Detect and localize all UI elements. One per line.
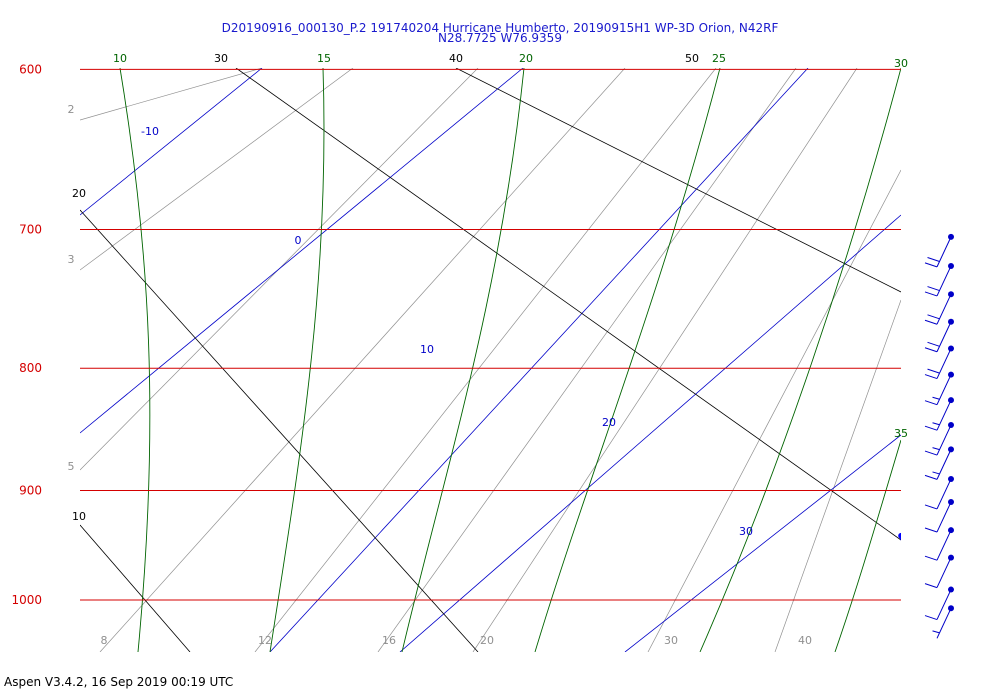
mixing-ratio-label: 40	[798, 634, 812, 647]
isotherm-label: 30	[214, 52, 228, 65]
mixing-ratio-label: 20	[480, 634, 494, 647]
wind-barb	[924, 422, 954, 456]
wind-barb	[924, 233, 954, 268]
isotherm-line	[455, 68, 901, 293]
wind-barb	[924, 499, 954, 533]
moist-adiabat-label: 10	[113, 52, 127, 65]
dewpoint-point	[921, 524, 927, 530]
dewpoint-trace	[898, 494, 996, 612]
moist-adiabat-label: 15	[317, 52, 331, 65]
dewpoint-point	[898, 532, 901, 539]
dewpoint-point	[979, 592, 985, 598]
pressure-label: 1000	[11, 593, 42, 607]
dewpoint-point	[960, 585, 966, 591]
wind-barb	[924, 318, 954, 353]
dry-adiabat-label: 10	[420, 343, 434, 356]
isotherm-line	[235, 68, 901, 541]
dewpoint-point	[986, 494, 992, 500]
mixing-ratio-line	[80, 68, 263, 121]
wind-barb	[924, 397, 954, 431]
mixing-ratio-line	[377, 68, 797, 652]
dewpoint-point	[932, 576, 938, 582]
pressure-label: 600	[19, 62, 42, 76]
mixing-ratio-line	[647, 169, 901, 652]
mixing-ratio-label: 8	[101, 634, 108, 647]
mixing-ratio-line	[774, 299, 901, 652]
isotherm-label: 50	[685, 52, 699, 65]
mixing-ratio-label: 2	[68, 103, 75, 116]
mixing-ratio-label: 30	[664, 634, 678, 647]
mixing-ratio-label: 16	[382, 634, 396, 647]
dry-adiabat-line	[80, 68, 263, 216]
dry-adiabats	[80, 68, 901, 652]
mixing-ratio-label: 3	[68, 253, 75, 266]
pressure-label: 900	[19, 484, 42, 498]
moist-adiabat-label: 35	[894, 427, 908, 440]
dewpoint-point	[906, 546, 912, 552]
chart-title: D20190916_000130_P.2 191740204 Hurricane…	[221, 21, 779, 35]
wind-barb	[924, 291, 954, 325]
wind-barb	[924, 262, 954, 297]
mixing-ratio-lines	[80, 68, 901, 652]
moist-adiabat-label: 25	[712, 52, 726, 65]
mixing-ratio-line	[99, 68, 626, 652]
isotherms	[80, 68, 901, 652]
line-labels: 30 40 50 20 10 10 15 20 25 30 35 -10 0 1…	[68, 52, 909, 647]
wind-barb	[924, 586, 954, 621]
moist-adiabat-curve	[269, 68, 325, 652]
dewpoint-line	[898, 533, 901, 541]
moist-adiabat-curve	[401, 68, 525, 652]
dewpoint-point	[990, 606, 996, 612]
dewpoint-point	[982, 502, 988, 508]
isobars	[80, 68, 901, 601]
isotherm-line	[80, 209, 479, 652]
moist-adiabat-label: 20	[519, 52, 533, 65]
footer-version: Aspen V3.4.2, 16 Sep 2019 00:19 UTC	[4, 675, 234, 689]
dry-adiabat-line	[399, 214, 901, 652]
mixing-ratio-label: 12	[258, 634, 272, 647]
dry-adiabat-line	[269, 68, 809, 652]
dewpoint-point	[956, 513, 962, 519]
pressure-label: 800	[19, 361, 42, 375]
mixing-ratio-line	[254, 68, 717, 652]
chart-subtitle: N28.7725 W76.9359	[438, 31, 562, 45]
dry-adiabat-label: 20	[602, 416, 616, 429]
diagram-grid	[80, 68, 996, 652]
dewpoint-point	[986, 600, 992, 606]
wind-barb	[924, 446, 954, 480]
dry-adiabat-label: 0	[295, 234, 302, 247]
moist-adiabat-curve	[119, 68, 151, 652]
moist-adiabat-curve	[534, 68, 721, 652]
wind-barb	[924, 345, 954, 380]
pressure-axis-labels: 600 700 800 900 1000	[11, 62, 42, 607]
mixing-ratio-line	[80, 68, 354, 271]
wind-barb	[924, 475, 954, 510]
moist-adiabats	[119, 68, 901, 652]
isotherm-label: 10	[72, 510, 86, 523]
mixing-ratio-line	[472, 68, 858, 652]
dry-adiabat-line	[624, 434, 901, 652]
wind-barb	[924, 554, 954, 589]
wind-barb	[924, 371, 954, 406]
moist-adiabat-curve	[699, 68, 901, 652]
dry-adiabat-label: 30	[739, 525, 753, 538]
moist-adiabat-label: 30	[894, 57, 908, 70]
wind-barb	[932, 605, 954, 639]
wind-barb	[924, 527, 954, 561]
wind-barbs	[924, 233, 954, 639]
dry-adiabat-label: -10	[141, 125, 159, 138]
pressure-label: 700	[19, 223, 42, 237]
moist-adiabat-curve	[834, 439, 901, 652]
mixing-ratio-label: 5	[68, 460, 75, 473]
isotherm-label: 20	[72, 187, 86, 200]
dry-adiabat-line	[80, 68, 524, 434]
dewpoint-point	[920, 563, 926, 569]
isotherm-line	[80, 524, 191, 652]
isotherm-label: 40	[449, 52, 463, 65]
